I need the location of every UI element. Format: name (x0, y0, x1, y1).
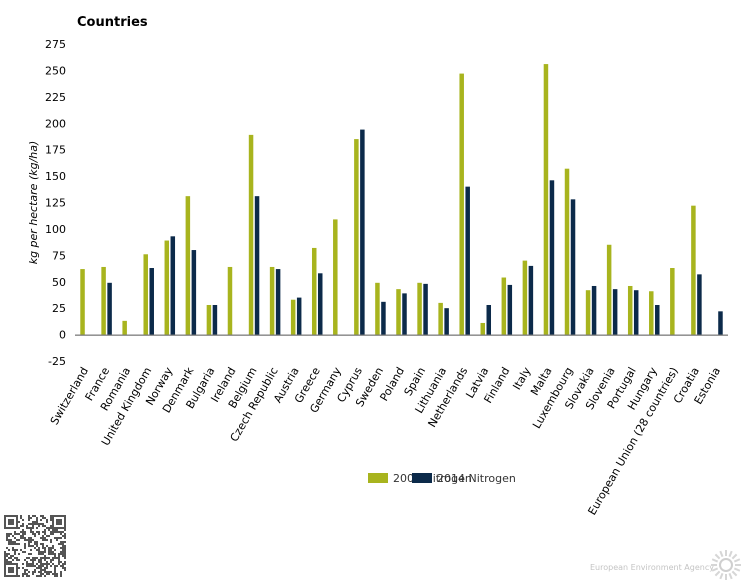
y-tick-label: 150 (45, 170, 66, 183)
bar-2014-malta (549, 180, 555, 335)
bar-2014-portugal (633, 290, 639, 335)
bar-2014-finland (507, 284, 513, 335)
bar-2014-latvia (486, 304, 492, 335)
y-tick-label: 25 (52, 302, 66, 315)
y-tick-label: 225 (45, 91, 66, 104)
legend-swatch (412, 473, 432, 483)
bar-2000-portugal (627, 285, 633, 335)
bar-2014-lithuania (444, 308, 449, 335)
y-tick-label: 275 (45, 38, 66, 51)
bar-2000-belgium (248, 134, 254, 335)
y-tick-label: 0 (59, 329, 66, 342)
bars (80, 64, 723, 335)
legend-swatch (368, 473, 388, 483)
bar-2014-austria (296, 297, 302, 335)
bar-2014-cyprus (360, 129, 365, 335)
bar-2014-belgium (254, 196, 260, 335)
y-axis-label: kg per hectare (kg/ha) (27, 141, 40, 265)
qr-code-icon (4, 515, 66, 577)
y-tick-label: 50 (52, 276, 66, 289)
bar-2000-malta (543, 64, 549, 335)
bar-2014-czech-republic (275, 269, 281, 335)
bar-2000-romania (122, 320, 127, 335)
chart-title: Countries (77, 15, 148, 30)
bar-2014-luxembourg (570, 199, 576, 335)
bar-2000-norway (164, 240, 170, 335)
bar-2000-united-kingdom (143, 254, 148, 335)
bar-2014-sweden (381, 301, 386, 335)
y-tick-label: -25 (48, 355, 66, 368)
eea-sun-logo-icon (711, 550, 741, 580)
bar-2000-cyprus (354, 139, 359, 335)
bar-2000-greece (311, 247, 317, 335)
bar-2000-bulgaria (206, 304, 212, 335)
bar-2000-austria (290, 299, 296, 335)
bar-2000-lithuania (438, 302, 443, 335)
bar-2000-sweden (375, 282, 380, 335)
y-tick-label: 175 (45, 144, 66, 157)
bar-2014-denmark (191, 250, 197, 335)
bar-2000-slovenia (606, 244, 612, 335)
bar-2000-czech-republic (269, 266, 275, 335)
bar-2014-bulgaria (212, 304, 218, 335)
bar-2000-poland (396, 289, 401, 335)
y-tick-label: 100 (45, 223, 66, 236)
bar-2000-germany (333, 219, 338, 335)
bar-2014-poland (402, 293, 407, 335)
bar-2000-ireland (227, 266, 233, 335)
bar-2000-croatia (691, 205, 696, 335)
bar-2014-hungary (655, 304, 660, 335)
legend-label: 2014 Nitrogen (437, 472, 516, 485)
bar-2000-finland (501, 277, 507, 335)
eea-credit: European Environment Agency (590, 563, 714, 572)
y-tick-label: 250 (45, 64, 66, 77)
bar-2014-spain (423, 283, 428, 335)
bar-2000-hungary (649, 291, 654, 335)
bar-2014-united-kingdom (149, 268, 154, 335)
y-tick-label: 125 (45, 197, 66, 210)
y-tick-label: 200 (45, 117, 66, 130)
bar-2000-latvia (480, 322, 486, 335)
bar-2000-slovakia (585, 290, 591, 335)
bar-2014-estonia (718, 311, 723, 335)
bar-2014-slovakia (591, 285, 597, 335)
bar-2000-netherlands (459, 73, 464, 335)
bar-2000-european-union-28-countries- (670, 268, 675, 335)
bar-2014-italy (528, 265, 534, 335)
bar-2000-denmark (185, 196, 191, 335)
bar-2000-luxembourg (564, 168, 570, 335)
y-tick-label: 75 (52, 249, 66, 262)
bar-2000-france (101, 266, 106, 335)
bar-2014-slovenia (612, 289, 618, 335)
bar-2014-croatia (697, 274, 702, 335)
bar-2000-switzerland (80, 269, 85, 335)
bar-2014-netherlands (465, 186, 470, 335)
bar-2000-italy (522, 260, 528, 335)
bar-2014-greece (317, 273, 323, 335)
bar-2000-spain (417, 282, 422, 335)
bar-2014-france (107, 282, 112, 335)
y-axis: -25 0 25 50 75 100 125 150 175 200 225 250 275 (45, 38, 66, 368)
bar-2014-norway (170, 236, 176, 335)
